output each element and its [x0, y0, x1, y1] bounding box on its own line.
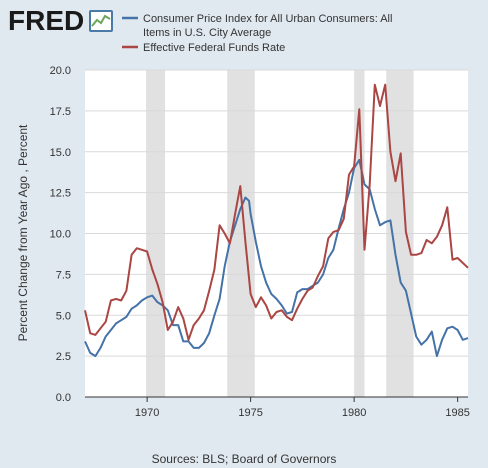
series-lines: [84, 83, 469, 358]
series-line-cpi: [84, 158, 469, 358]
x-tick-label: 1975: [238, 407, 262, 419]
y-tick-label: 12.5: [50, 188, 71, 200]
x-tick-label: 1985: [445, 407, 469, 419]
chart-legend: Consumer Price Index for All Urban Consu…: [122, 13, 392, 54]
x-tick-label: 1980: [342, 407, 366, 419]
source-note: Sources: BLS; Board of Governors: [152, 452, 337, 466]
y-tick-label: 15.0: [50, 147, 71, 159]
y-tick-label: 0.0: [56, 392, 71, 404]
legend-label-cpi-line1: Consumer Price Index for All Urban Consu…: [143, 13, 392, 25]
legend-label-fedfunds: Effective Federal Funds Rate: [143, 42, 285, 54]
y-tick-labels: 0.0 2.5 5.0 7.5 10.0 12.5 15.0 17.5 20.0: [50, 65, 71, 404]
y-tick-label: 17.5: [50, 106, 71, 118]
y-tick-label: 20.0: [50, 65, 71, 77]
x-tick-labels: 1970 1975 1980 1985: [135, 397, 470, 419]
y-tick-label: 10.0: [50, 229, 71, 241]
legend-label-cpi-line2: Items in U.S. City Average: [143, 27, 271, 39]
x-tick-label: 1970: [135, 407, 159, 419]
line-chart-icon: [89, 10, 113, 32]
series-line-fedfunds: [84, 83, 469, 341]
y-tick-label: 7.5: [56, 269, 71, 281]
y-tick-label: 5.0: [56, 310, 71, 322]
y-tick-label: 2.5: [56, 351, 71, 363]
fred-logo-text: FRED: [8, 5, 84, 36]
fred-logo[interactable]: FRED: [8, 5, 113, 36]
y-axis-title: Percent Change from Year Ago , Percent: [16, 124, 30, 341]
gridlines: [85, 69, 468, 357]
